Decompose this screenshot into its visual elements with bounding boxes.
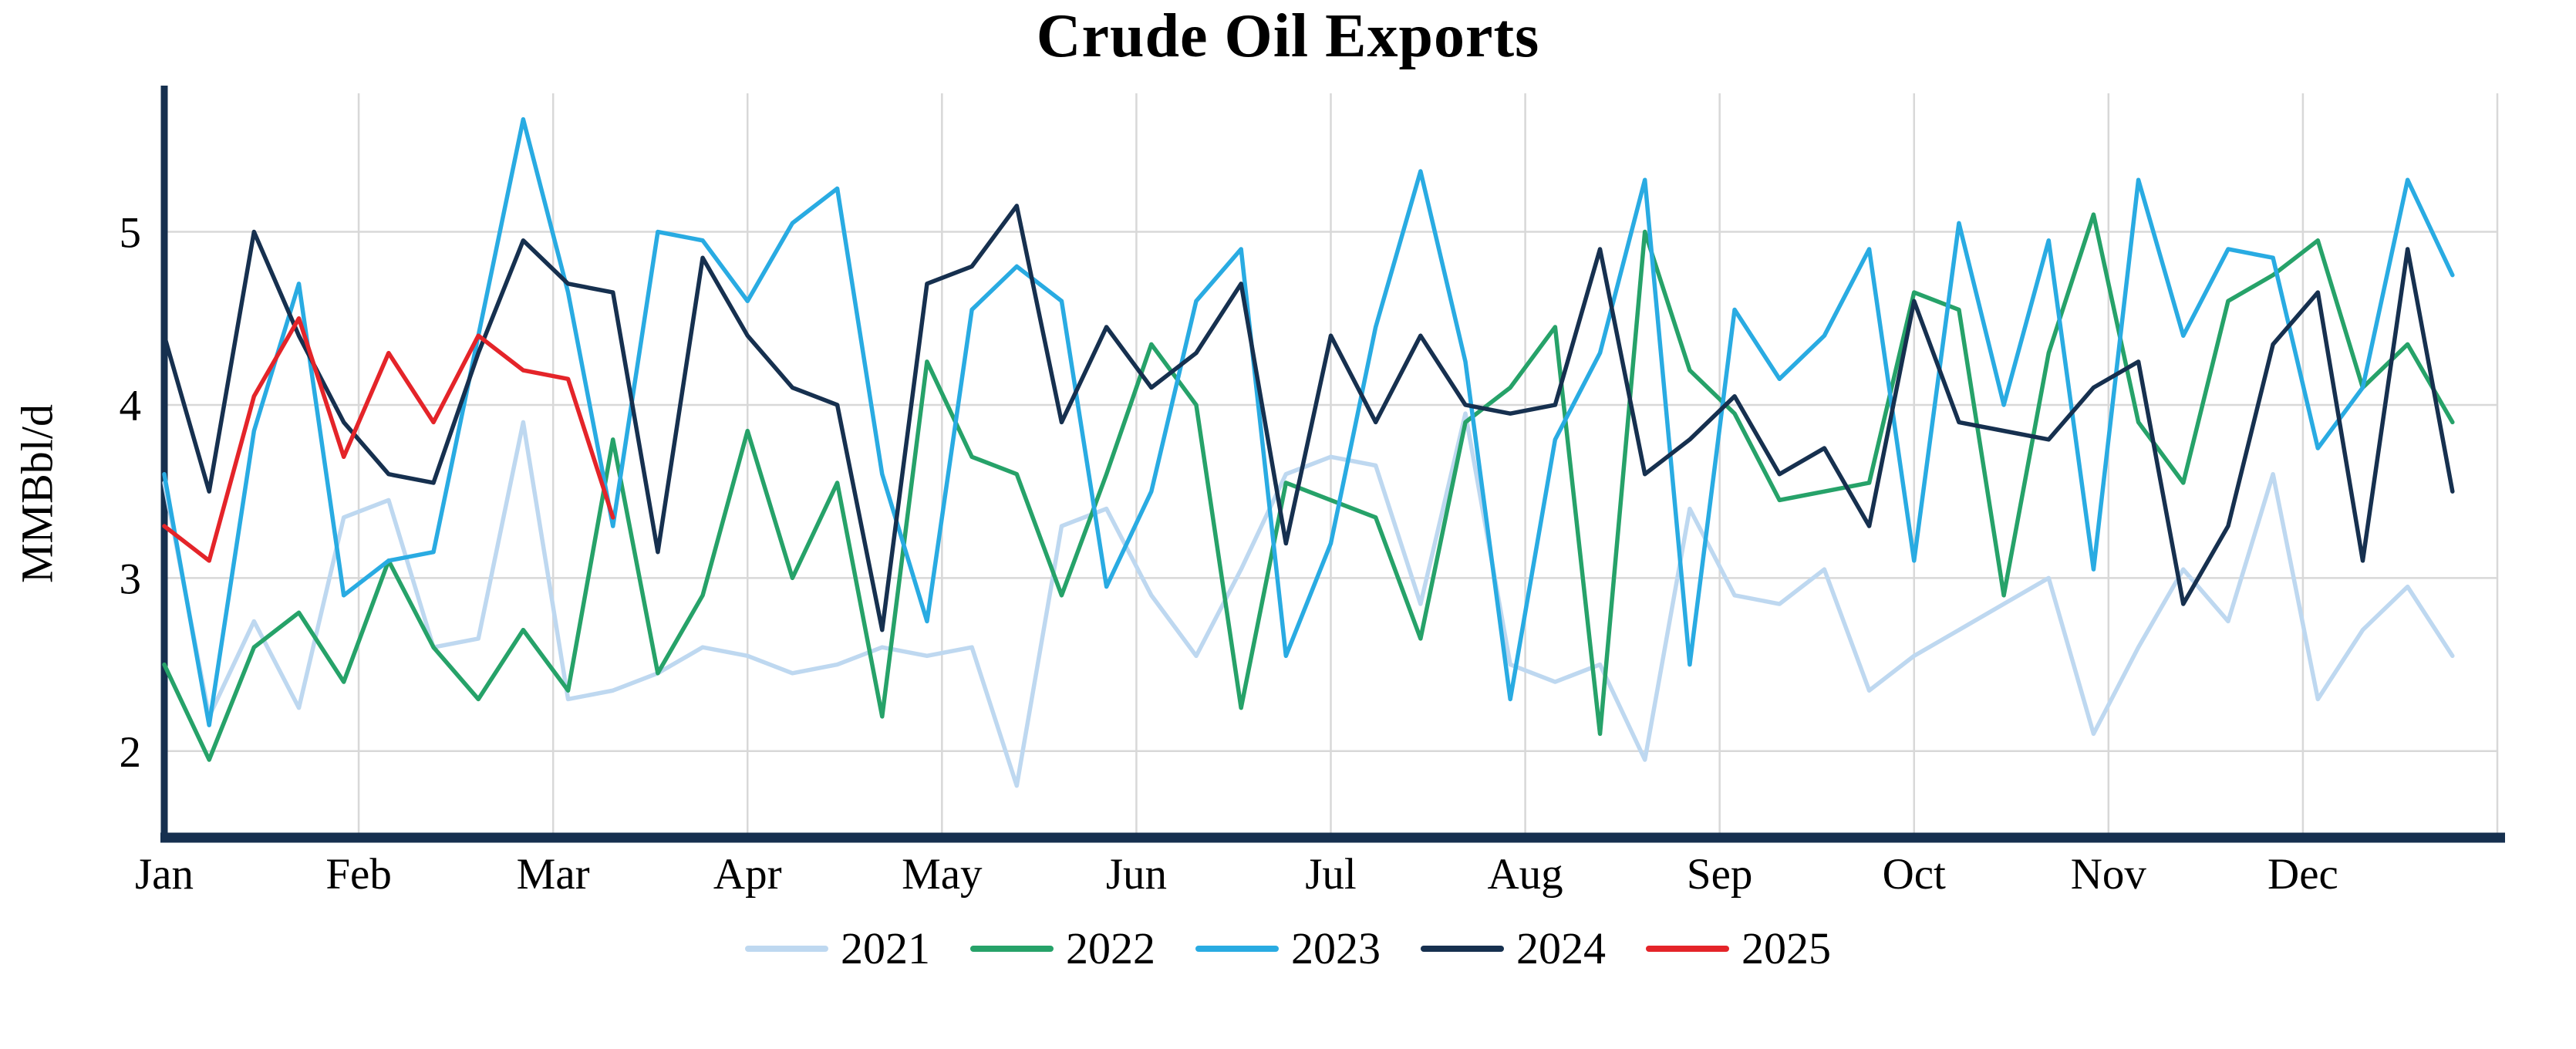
legend-label-2025: 2025 xyxy=(1741,923,1831,973)
legend-item-2024: 2024 xyxy=(1421,923,1606,974)
legend-swatch-2023 xyxy=(1195,945,1279,952)
legend-item-2025: 2025 xyxy=(1646,923,1831,974)
svg-text:3: 3 xyxy=(120,555,142,603)
svg-text:5: 5 xyxy=(120,209,142,258)
x-axis-month-labels: Jan Feb Mar Apr May Jun Jul Aug Sep Oct Nov Dec xyxy=(135,850,2338,899)
svg-text:Feb: Feb xyxy=(325,850,392,899)
svg-text:Jul: Jul xyxy=(1305,850,1357,899)
legend-item-2022: 2022 xyxy=(970,923,1155,974)
legend-label-2021: 2021 xyxy=(841,923,930,973)
legend: 2021 2022 2023 2024 2025 xyxy=(0,923,2576,974)
svg-text:Apr: Apr xyxy=(713,850,782,899)
series-line-2024 xyxy=(162,204,2455,632)
legend-label-2022: 2022 xyxy=(1066,923,1155,973)
legend-swatch-2024 xyxy=(1421,945,1504,952)
svg-text:Aug: Aug xyxy=(1487,850,1563,899)
legend-swatch-2022 xyxy=(970,945,1054,952)
svg-text:2: 2 xyxy=(120,728,142,777)
axes xyxy=(160,86,2505,843)
svg-text:Sep: Sep xyxy=(1687,850,1753,899)
chart-title: Crude Oil Exports xyxy=(1036,2,1540,70)
legend-label-2024: 2024 xyxy=(1516,923,1606,973)
series-lines xyxy=(162,116,2455,788)
y-axis-tick-labels: 2 3 4 5 xyxy=(120,209,142,777)
svg-text:Jun: Jun xyxy=(1106,850,1167,899)
legend-label-2023: 2023 xyxy=(1291,923,1381,973)
series-line-2022 xyxy=(162,212,2455,762)
svg-text:Nov: Nov xyxy=(2071,850,2147,899)
svg-text:Mar: Mar xyxy=(517,850,590,899)
legend-item-2021: 2021 xyxy=(745,923,930,974)
series-line-2023 xyxy=(162,116,2455,727)
svg-text:Oct: Oct xyxy=(1883,850,1946,899)
legend-swatch-2021 xyxy=(745,945,828,952)
legend-swatch-2025 xyxy=(1646,945,1729,952)
series-line-2021 xyxy=(162,411,2455,788)
series-line-2025 xyxy=(162,315,615,563)
svg-text:Dec: Dec xyxy=(2267,850,2338,899)
svg-text:May: May xyxy=(902,850,983,899)
svg-text:4: 4 xyxy=(120,382,142,430)
legend-item-2023: 2023 xyxy=(1195,923,1381,974)
svg-text:Jan: Jan xyxy=(135,850,194,899)
